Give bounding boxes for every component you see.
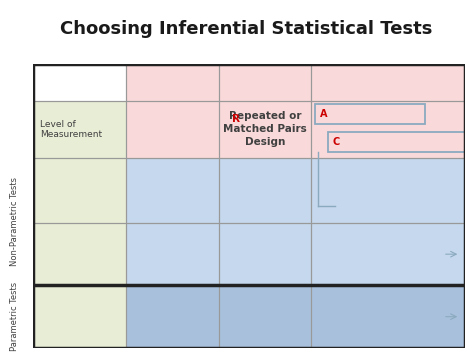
Bar bbox=[126, 223, 219, 285]
Bar bbox=[126, 101, 219, 158]
Bar bbox=[33, 101, 126, 158]
Bar bbox=[311, 158, 465, 223]
Bar bbox=[33, 223, 126, 285]
Bar bbox=[219, 285, 311, 348]
Text: Repeated or
Matched Pairs
Design: Repeated or Matched Pairs Design bbox=[223, 111, 307, 147]
Bar bbox=[219, 285, 311, 348]
Text: Level of
Measurement: Level of Measurement bbox=[40, 120, 102, 139]
Bar bbox=[219, 64, 311, 101]
Bar bbox=[311, 285, 465, 348]
Text: Choosing Inferential Statistical Tests: Choosing Inferential Statistical Tests bbox=[60, 20, 433, 38]
Bar bbox=[311, 285, 465, 348]
Bar bbox=[219, 64, 311, 101]
Bar bbox=[315, 104, 425, 124]
Bar bbox=[126, 285, 219, 348]
Bar bbox=[33, 64, 126, 101]
Bar bbox=[126, 158, 219, 223]
Bar bbox=[311, 158, 465, 223]
Bar bbox=[311, 64, 465, 101]
Bar bbox=[219, 223, 311, 285]
Bar bbox=[219, 223, 311, 285]
Text: A: A bbox=[320, 109, 328, 119]
Bar bbox=[126, 223, 219, 285]
Text: Parametric Tests: Parametric Tests bbox=[10, 282, 18, 351]
Bar bbox=[219, 101, 311, 158]
Text: C: C bbox=[333, 137, 340, 147]
Bar bbox=[33, 64, 126, 101]
Bar bbox=[33, 285, 126, 348]
Bar bbox=[219, 101, 311, 158]
Text: R: R bbox=[232, 114, 240, 124]
Bar bbox=[33, 285, 126, 348]
Bar bbox=[219, 158, 311, 223]
Text: Non-Parametric Tests: Non-Parametric Tests bbox=[10, 177, 18, 266]
Bar bbox=[126, 285, 219, 348]
Bar bbox=[33, 158, 126, 223]
Bar bbox=[311, 101, 465, 158]
Bar bbox=[126, 64, 219, 101]
Bar bbox=[311, 64, 465, 101]
Bar bbox=[33, 223, 126, 285]
Bar bbox=[311, 223, 465, 285]
Bar bbox=[311, 101, 465, 158]
Bar bbox=[33, 158, 126, 223]
Bar bbox=[219, 158, 311, 223]
Bar bbox=[126, 64, 219, 101]
Bar bbox=[311, 223, 465, 285]
Bar bbox=[33, 101, 126, 158]
Bar bbox=[328, 132, 465, 152]
Bar bbox=[126, 101, 219, 158]
Bar bbox=[126, 158, 219, 223]
